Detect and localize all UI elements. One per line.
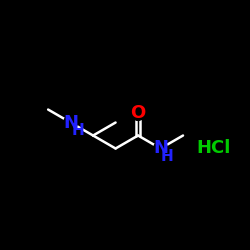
Text: N: N [153, 140, 168, 158]
Text: H: H [71, 123, 84, 138]
Circle shape [64, 116, 78, 130]
Circle shape [131, 106, 145, 120]
Circle shape [154, 142, 168, 156]
Text: N: N [63, 114, 78, 132]
Text: H: H [161, 149, 174, 164]
Text: HCl: HCl [196, 140, 231, 158]
Text: O: O [130, 104, 146, 122]
